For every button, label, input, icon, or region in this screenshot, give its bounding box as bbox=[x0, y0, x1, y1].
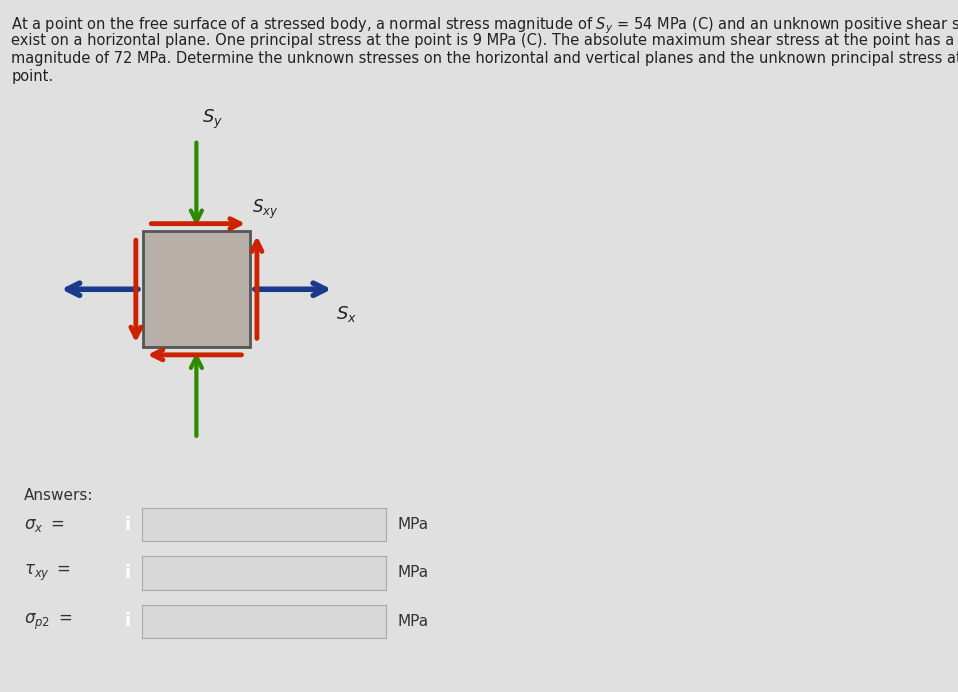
Text: $S_{xy}$: $S_{xy}$ bbox=[252, 197, 279, 221]
Text: $\sigma_x\ =$: $\sigma_x\ =$ bbox=[24, 516, 64, 534]
Text: exist on a horizontal plane. One principal stress at the point is 9 MPa (C). The: exist on a horizontal plane. One princip… bbox=[11, 33, 955, 48]
Text: $S_x$: $S_x$ bbox=[336, 304, 357, 324]
Text: MPa: MPa bbox=[398, 517, 428, 532]
Text: point.: point. bbox=[11, 69, 54, 84]
Text: $S_y$: $S_y$ bbox=[202, 108, 223, 131]
Text: MPa: MPa bbox=[398, 565, 428, 581]
Text: MPa: MPa bbox=[398, 614, 428, 629]
Text: Answers:: Answers: bbox=[24, 488, 94, 503]
Text: $\sigma_{p2}\ =$: $\sigma_{p2}\ =$ bbox=[24, 611, 73, 632]
Bar bbox=[143, 231, 250, 347]
Text: magnitude of 72 MPa. Determine the unknown stresses on the horizontal and vertic: magnitude of 72 MPa. Determine the unkno… bbox=[11, 51, 958, 66]
Text: i: i bbox=[125, 612, 130, 630]
Text: At a point on the free surface of a stressed body, a normal stress magnitude of : At a point on the free surface of a stre… bbox=[11, 15, 958, 36]
Text: $\tau_{xy}\ =$: $\tau_{xy}\ =$ bbox=[24, 563, 71, 583]
Text: i: i bbox=[125, 516, 130, 534]
Text: i: i bbox=[125, 564, 130, 582]
